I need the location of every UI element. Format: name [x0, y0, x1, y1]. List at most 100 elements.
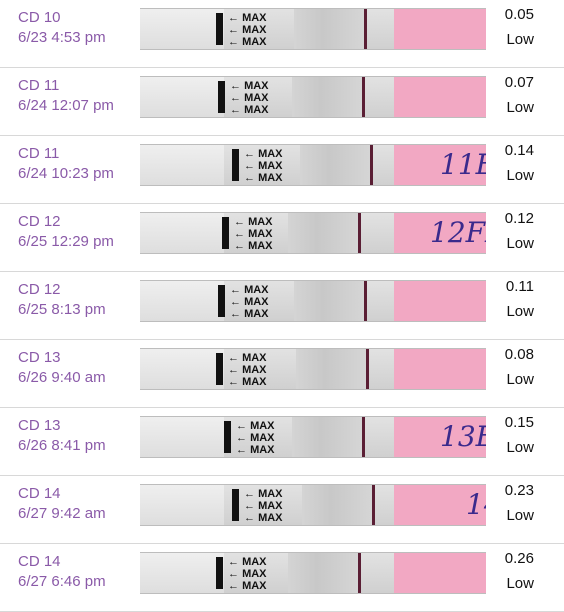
strip-black-bar: [216, 13, 223, 45]
max-marker: ← MAX ← MAX ← MAX: [228, 352, 267, 388]
test-entry-row[interactable]: CD 14 6/27 9:42 am ← MAX← MAX← MAX 14 0.23 Lo…: [0, 476, 564, 544]
max-text: MAX: [248, 240, 273, 252]
reading-value: 0.08: [504, 346, 534, 363]
max-marker: ← MAX ← MAX ← MAX: [236, 420, 275, 456]
test-line: [358, 213, 361, 253]
test-entry-row[interactable]: CD 12 6/25 8:13 pm ← MAX ← MAX ← MAX 0.11 Low: [0, 272, 564, 340]
result-window: [292, 77, 364, 117]
max-text: MAX: [258, 160, 283, 172]
reading-value: 0.23: [504, 482, 534, 499]
test-entry-row[interactable]: CD 10 6/23 4:53 pm ← MAX ← MAX ← MAX 0.05 Low: [0, 0, 564, 68]
entry-label: CD 13 6/26 8:41 pm: [18, 417, 106, 455]
strip-black-bar: [232, 489, 239, 521]
reading: 0.26 Low: [484, 550, 534, 593]
reading: 0.07 Low: [484, 74, 534, 117]
reading: 0.14 Low: [484, 142, 534, 185]
max-text: MAX: [242, 36, 267, 48]
reading: 0.08 Low: [484, 346, 534, 389]
test-line: [372, 485, 375, 525]
strip-black-bar: [222, 217, 229, 249]
pink-absorbent-end: [394, 417, 486, 457]
reading-level: Low: [506, 575, 534, 592]
reading-value: 0.26: [504, 550, 534, 567]
test-strip-photo: ← MAX ← MAX ← MAX: [140, 348, 486, 390]
test-strip-photo: ← MAX← MAX← MAX 14: [140, 484, 486, 526]
pink-absorbent-end: [394, 553, 486, 593]
entry-datetime: 6/24 10:23 pm: [18, 165, 114, 182]
max-text: MAX: [242, 580, 267, 592]
test-line: [370, 145, 373, 185]
reading-value: 0.15: [504, 414, 534, 431]
reading-level: Low: [506, 99, 534, 116]
max-marker: ← MAX ← MAX ← MAX: [230, 284, 269, 320]
cycle-day: CD 14: [18, 485, 61, 502]
test-entry-row[interactable]: CD 11 6/24 12:07 pm ← MAX ← MAX ← MAX 0.07 Low: [0, 68, 564, 136]
reading: 0.11 Low: [484, 278, 534, 321]
reading: 0.05 Low: [484, 6, 534, 49]
max-text: MAX: [244, 308, 269, 320]
max-text: MAX: [242, 364, 267, 376]
reading-value: 0.14: [504, 142, 534, 159]
strip-black-bar: [224, 421, 231, 453]
max-text: MAX: [242, 568, 267, 580]
handwritten-note: 12FM: [430, 216, 486, 249]
reading-value: 0.07: [504, 74, 534, 91]
result-window: [294, 9, 366, 49]
test-line: [364, 281, 367, 321]
result-window: [288, 553, 360, 593]
entry-datetime: 6/26 9:40 am: [18, 369, 106, 386]
test-entry-row[interactable]: CD 13 6/26 9:40 am ← MAX ← MAX ← MAX 0.08 Low: [0, 340, 564, 408]
result-window: [302, 485, 374, 525]
max-marker: ← MAX ← MAX ← MAX: [234, 216, 273, 252]
test-entry-row[interactable]: CD 13 6/26 8:41 pm ← MAX← MAX← MAX 13E 0.15 L…: [0, 408, 564, 476]
cycle-day: CD 13: [18, 417, 61, 434]
max-text: MAX: [258, 148, 283, 160]
strip-handle: [140, 417, 224, 457]
reading: 0.15 Low: [484, 414, 534, 457]
test-entry-row[interactable]: CD 14 6/27 6:46 pm ← MAX ← MAX ← MAX 0.26 Low: [0, 544, 564, 612]
strip-handle: [140, 349, 224, 389]
max-text: MAX: [250, 432, 275, 444]
handwritten-note: 14: [466, 488, 486, 521]
max-text: MAX: [244, 104, 269, 116]
max-text: MAX: [258, 512, 283, 524]
reading-level: Low: [506, 303, 534, 320]
max-text: MAX: [242, 12, 267, 24]
test-line: [362, 417, 365, 457]
entry-label: CD 10 6/23 4:53 pm: [18, 9, 106, 47]
result-window: [288, 213, 360, 253]
test-strip-photo: ← MAX ← MAX ← MAX: [140, 552, 486, 594]
max-text: MAX: [258, 172, 283, 184]
reading-level: Low: [506, 439, 534, 456]
pink-absorbent-end: [394, 349, 486, 389]
cycle-day: CD 11: [18, 145, 60, 162]
cycle-day: CD 13: [18, 349, 61, 366]
result-window: [296, 349, 368, 389]
entry-datetime: 6/27 9:42 am: [18, 505, 106, 522]
test-strip-photo: ← MAX← MAX← MAX 13E: [140, 416, 486, 458]
test-strip-photo: ← MAX← MAX← MAX 11EM: [140, 144, 486, 186]
handwritten-note: 13E: [440, 420, 486, 453]
max-text: MAX: [242, 556, 267, 568]
cycle-day: CD 11: [18, 77, 60, 94]
test-strip-photo: ← MAX ← MAX ← MAX: [140, 8, 486, 50]
max-text: MAX: [242, 352, 267, 364]
entry-datetime: 6/25 12:29 pm: [18, 233, 114, 250]
reading-level: Low: [506, 31, 534, 48]
test-line: [366, 349, 369, 389]
test-line: [362, 77, 365, 117]
result-window: [300, 145, 372, 185]
entry-label: CD 12 6/25 12:29 pm: [18, 213, 114, 251]
reading-level: Low: [506, 371, 534, 388]
strip-handle: [140, 213, 224, 253]
max-marker: ← MAX ← MAX ← MAX: [228, 12, 267, 48]
pink-absorbent-end: [394, 281, 486, 321]
max-text: MAX: [258, 500, 283, 512]
max-text: MAX: [244, 284, 269, 296]
test-entry-row[interactable]: CD 116/24 10:23 pm← MAX← MAX← MAX11EM0.1…: [0, 136, 564, 204]
reading-level: Low: [506, 235, 534, 252]
test-entry-row[interactable]: CD 126/25 12:29 pm← MAX← MAX← MAX12FM0.1…: [0, 204, 564, 272]
strip-handle: [140, 9, 224, 49]
test-line: [358, 553, 361, 593]
